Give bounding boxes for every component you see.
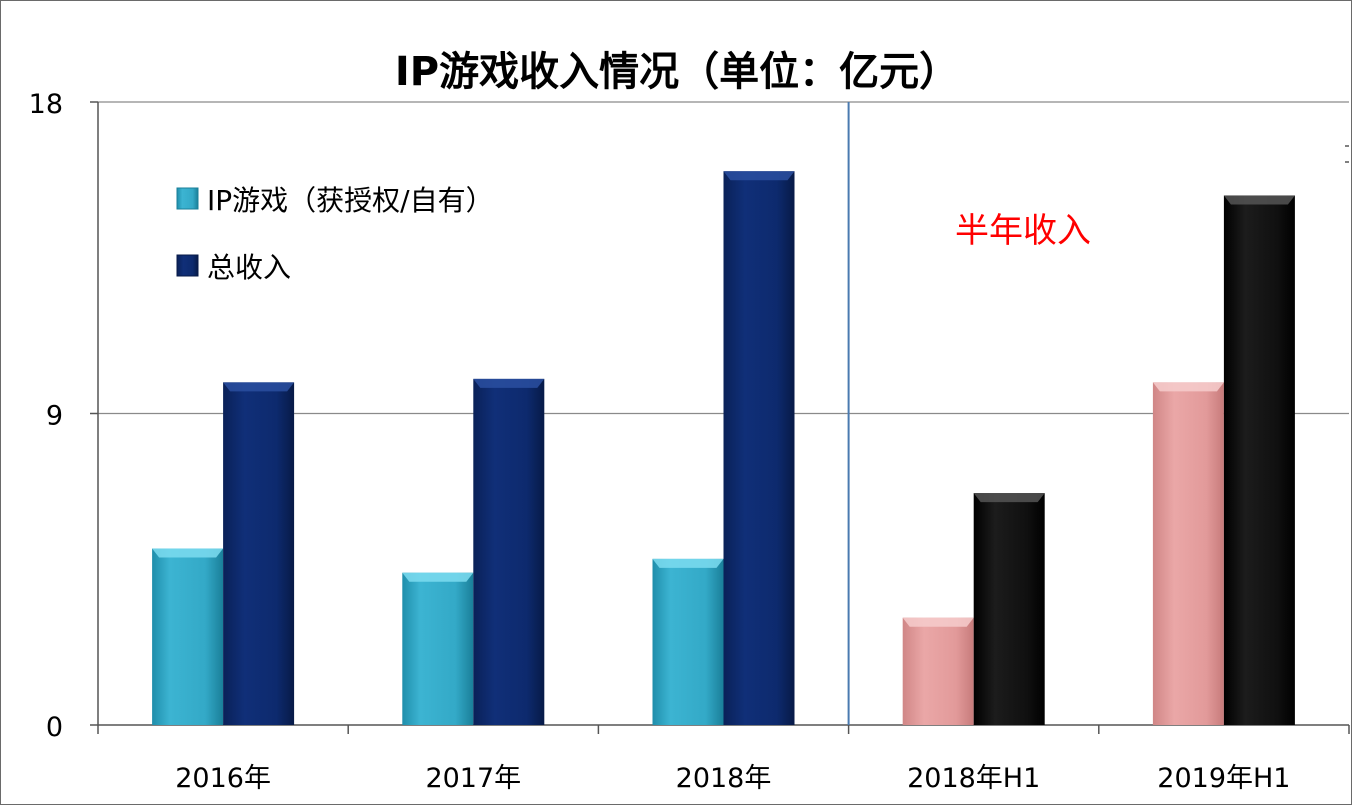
bar-body [402,572,474,725]
x-tick-label: 2017年 [425,763,521,794]
bar-total-revenue-3 [973,493,1045,725]
y-tick-label: 9 [46,401,63,432]
bar-body [473,378,545,725]
bar-total-revenue-0 [223,382,295,725]
bar-body [1152,382,1224,725]
legend-swatch-ip-games [176,187,199,210]
bar-bevel [473,378,545,388]
bar-ip-games-3 [902,617,974,725]
bars [152,171,1295,725]
tick-labels: 0 9 18 2016年 2017年 2018年 2018年H1 2019年H1 [29,89,1291,794]
bar-bevel [652,558,724,568]
bar-bevel [723,171,795,181]
x-tick-label: 2019年H1 [1157,763,1290,794]
legend: IP游戏（获授权/自有） 总收入 [176,184,494,284]
bar-total-revenue-4 [1223,195,1295,725]
x-tick-label: 2018年H1 [907,763,1040,794]
bar-bevel [1152,382,1224,392]
bar-ip-games-4 [1152,382,1224,725]
bar-bevel [973,493,1045,503]
bar-body [223,382,295,725]
legend-swatch-total-revenue [176,254,199,277]
bar-body [973,493,1045,725]
bar-body [652,558,724,725]
bar-bevel [402,572,474,582]
bar-total-revenue-1 [473,378,545,725]
bar-ip-games-0 [152,548,224,725]
bar-bevel [223,382,295,392]
bar-ip-games-1 [402,572,474,725]
half-year-annotation: 半年收入 [955,211,1091,251]
y-tick-label: 18 [29,89,63,120]
bar-body [1223,195,1295,725]
bar-bevel [152,548,224,558]
x-tick-label: 2018年 [676,763,772,794]
bar-body [723,171,795,725]
bar-total-revenue-2 [723,171,795,725]
bar-body [902,617,974,725]
bar-bevel [1223,195,1295,205]
chart-title: IP游戏收入情况（单位：亿元） [395,49,959,95]
legend-label-total-revenue: 总收入 [207,251,291,284]
bar-body [152,548,224,725]
y-tick-label: 0 [46,712,63,743]
bar-ip-games-2 [652,558,724,725]
bar-bevel [902,617,974,627]
x-tick-label: 2016年 [175,763,271,794]
legend-label-ip-games: IP游戏（获授权/自有） [207,184,494,217]
